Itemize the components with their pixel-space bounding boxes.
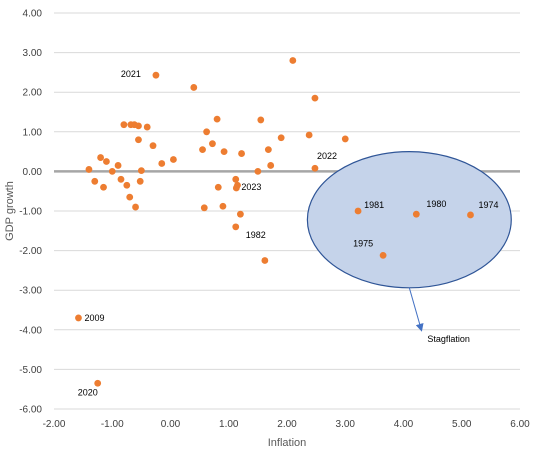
data-point	[103, 158, 110, 165]
y-tick-label: -5.00	[19, 365, 42, 376]
point-labels: 2021 2022 2023 1982 1981 1980 1974 1975 2009 2020	[78, 69, 499, 397]
x-axis-title: Inflation	[268, 437, 307, 449]
data-point	[238, 150, 245, 157]
point-label: 2023	[241, 182, 261, 192]
point-label: 1975	[353, 238, 373, 248]
x-tick-label: 3.00	[336, 419, 356, 430]
point-label: 1974	[478, 200, 498, 210]
data-point	[203, 128, 211, 136]
data-point	[120, 121, 128, 129]
x-tick-label: 1.00	[219, 419, 239, 430]
data-point	[137, 167, 145, 175]
x-tick-label: -1.00	[101, 419, 124, 430]
data-point	[219, 202, 227, 210]
point-label: 2021	[121, 69, 141, 79]
y-axis-title: GDP growth	[4, 181, 16, 241]
data-point	[200, 204, 208, 212]
data-point	[199, 146, 206, 154]
data-point	[213, 115, 221, 123]
x-axis-ticks: -2.00 -1.00 0.00 1.00 2.00 3.00 4.00 5.00 6.00	[43, 419, 531, 430]
data-points	[75, 57, 474, 387]
data-point	[117, 175, 125, 183]
data-point	[136, 177, 144, 185]
data-point	[126, 193, 134, 201]
data-point	[91, 177, 99, 185]
data-point	[94, 379, 102, 387]
point-label: 2020	[78, 387, 98, 397]
data-point	[257, 116, 265, 124]
data-point	[264, 146, 272, 154]
data-point	[232, 175, 240, 183]
data-point	[412, 210, 420, 218]
x-tick-label: -2.00	[43, 419, 66, 430]
data-point	[305, 131, 313, 139]
data-point	[158, 160, 166, 167]
data-point	[341, 135, 349, 143]
data-point	[152, 71, 160, 79]
data-point	[379, 251, 387, 259]
point-label: 1981	[364, 200, 384, 210]
x-tick-label: 6.00	[510, 419, 530, 430]
y-tick-label: -1.00	[19, 207, 42, 218]
stagflation-arrow	[408, 287, 424, 332]
x-tick-label: 0.00	[161, 419, 181, 430]
y-tick-label: -6.00	[19, 405, 42, 416]
data-point	[354, 207, 362, 215]
data-point	[114, 162, 122, 169]
data-point	[135, 136, 142, 144]
y-axis-ticks: 4.00 3.00 2.00 1.00 0.00 -1.00 -2.00 -3.00 -4.00…	[19, 9, 42, 416]
data-point	[149, 142, 157, 150]
point-label: 2022	[317, 151, 337, 161]
data-point	[170, 156, 177, 163]
data-point	[232, 184, 240, 192]
data-point	[267, 162, 275, 169]
data-point	[467, 211, 474, 219]
point-label: 1980	[426, 199, 446, 209]
data-point	[220, 148, 228, 156]
y-tick-label: 3.00	[23, 48, 43, 59]
y-tick-label: -3.00	[19, 286, 42, 297]
data-point	[289, 57, 297, 64]
data-point	[190, 84, 198, 91]
stagflation-annotation	[306, 151, 512, 332]
data-point	[123, 181, 131, 189]
y-tick-label: 0.00	[23, 167, 43, 178]
data-point	[254, 168, 262, 175]
data-point	[108, 168, 116, 175]
data-point	[143, 123, 151, 131]
data-point	[209, 140, 216, 148]
data-point	[214, 183, 222, 191]
data-point	[261, 257, 269, 264]
data-point	[311, 94, 319, 102]
point-label: 1982	[246, 230, 266, 240]
x-tick-label: 5.00	[452, 419, 472, 430]
x-tick-label: 2.00	[277, 419, 297, 430]
point-label: 2009	[84, 313, 104, 323]
y-tick-label: -2.00	[19, 246, 42, 257]
stagflation-ellipse	[306, 151, 512, 289]
data-point	[132, 203, 139, 211]
data-point	[135, 122, 142, 130]
y-tick-label: 2.00	[23, 88, 43, 99]
data-point	[232, 223, 240, 231]
y-tick-label: 4.00	[23, 9, 43, 20]
stagflation-label: Stagflation	[427, 334, 470, 344]
y-tick-label: -4.00	[19, 325, 42, 336]
data-point	[311, 164, 319, 172]
data-point	[277, 134, 285, 142]
data-point	[97, 154, 104, 161]
data-point	[237, 210, 244, 218]
data-point	[75, 314, 82, 322]
x-tick-label: 4.00	[394, 419, 414, 430]
data-point	[100, 183, 107, 191]
data-point	[85, 166, 93, 173]
y-tick-label: 1.00	[23, 127, 43, 138]
grid-lines	[54, 12, 520, 410]
